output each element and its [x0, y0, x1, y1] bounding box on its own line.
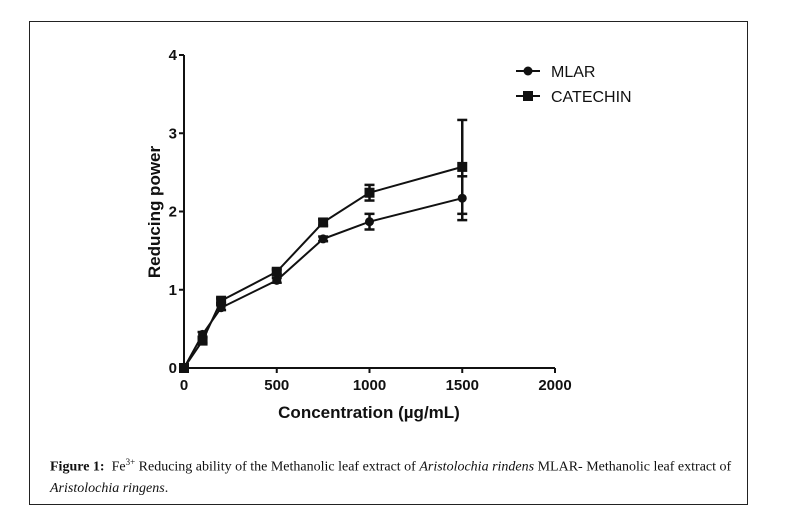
x-tick-label: 1000	[353, 377, 386, 394]
legend-label: MLAR	[551, 64, 595, 81]
chart: 0 500 1000 1500 2000 0 1 2 3 4 MLAR CATECHIN Conce…	[145, 47, 632, 422]
data-point	[272, 275, 282, 285]
x-axis-label: Concentration (µg/mL)	[278, 403, 460, 422]
legend-label: CATECHIN	[551, 89, 632, 106]
legend-item-catechin: CATECHIN	[516, 89, 632, 106]
data-point	[216, 295, 227, 306]
y-tick-label: 0	[169, 360, 177, 377]
y-tick-label: 4	[169, 47, 178, 64]
data-point	[271, 266, 282, 277]
data-point	[179, 363, 189, 373]
data-point	[197, 335, 208, 346]
axes: 0 500 1000 1500 2000 0 1 2 3 4	[169, 47, 572, 394]
caption-fe: Fe	[111, 459, 126, 475]
caption-text-3: .	[164, 480, 169, 496]
series-layer	[179, 118, 468, 373]
legend-item-mlar: MLAR	[516, 64, 595, 81]
series-catechin	[179, 118, 468, 373]
series-line-catechin	[183, 165, 463, 369]
caption-label: Figure 1:	[50, 459, 105, 475]
data-point	[457, 161, 468, 172]
data-point	[365, 217, 374, 227]
data-point	[364, 187, 375, 198]
data-point	[318, 234, 328, 244]
caption-text-1: Reducing ability of the Methanolic leaf …	[135, 459, 420, 475]
data-point	[318, 217, 329, 228]
caption-text-2: MLAR- Methanolic leaf extract of	[534, 459, 732, 475]
x-tick-label: 1500	[446, 377, 479, 394]
x-tick-label: 500	[264, 377, 289, 394]
figure-caption: Figure 1: Fe3+ Reducing ability of the M…	[50, 452, 750, 499]
legend: MLAR CATECHIN	[516, 64, 632, 106]
y-tick-label: 1	[169, 282, 177, 299]
circle-marker-icon	[523, 66, 533, 76]
y-tick-label: 3	[169, 125, 177, 142]
caption-fe-sup: 3+	[125, 457, 136, 467]
x-tick-label: 0	[180, 377, 188, 394]
series-mlar	[179, 175, 468, 373]
square-marker-icon	[523, 91, 533, 101]
y-tick-label: 2	[169, 204, 177, 221]
caption-species-2: Aristolochia ringens	[50, 480, 165, 496]
y-axis-label: Reducing power	[145, 146, 164, 279]
x-tick-label: 2000	[538, 377, 571, 394]
figure-frame	[29, 21, 748, 505]
caption-species-1: Aristolochia rindens	[419, 459, 535, 475]
